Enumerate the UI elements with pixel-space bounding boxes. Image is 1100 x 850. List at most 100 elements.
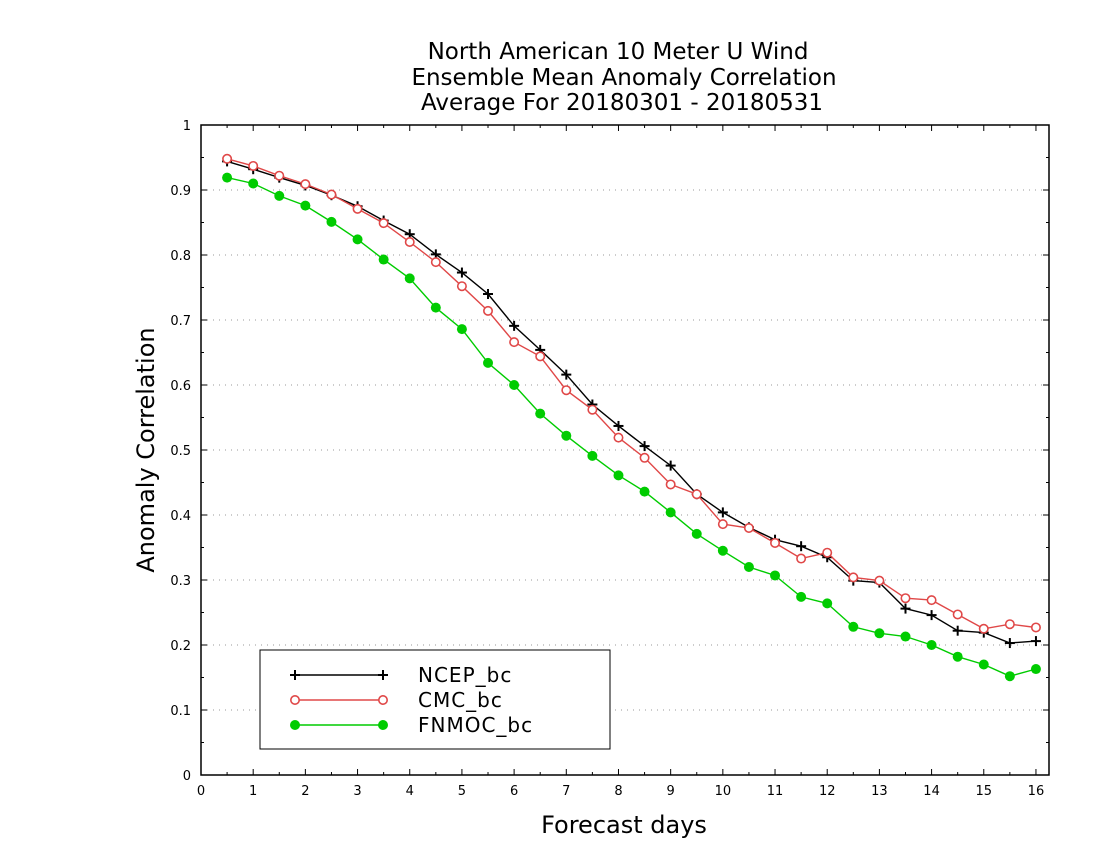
data-point-ncep-bc (900, 603, 911, 614)
data-point-ncep-bc (509, 320, 520, 331)
data-point-fnmoc-bc (248, 178, 259, 189)
x-tick-label: 14 (923, 784, 940, 799)
data-point-fnmoc-bc (770, 570, 781, 581)
chart-title-line-3: Average For 20180301 - 20180531 (421, 90, 823, 116)
chart-title-line-2: Ensemble Mean Anomaly Correlation (411, 65, 836, 91)
x-tick-label: 15 (975, 784, 992, 799)
data-point-ncep-bc (1004, 638, 1015, 649)
data-point-fnmoc-bc (509, 380, 520, 390)
data-point-cmc-bc (848, 572, 859, 583)
data-point-cmc-bc (326, 189, 337, 200)
data-point-fnmoc-bc (848, 621, 859, 632)
x-tick-label: 10 (715, 784, 732, 799)
y-tick-label: 0.9 (170, 184, 191, 199)
data-point-fnmoc-bc (691, 528, 702, 539)
y-tick-label: 0.4 (170, 509, 191, 524)
series-layer (222, 153, 1041, 682)
data-point-cmc-bc (770, 537, 781, 548)
data-point-fnmoc-bc (274, 190, 285, 201)
data-point-ncep-bc (483, 289, 494, 299)
x-tick-label: 3 (353, 784, 361, 799)
data-point-ncep-bc (665, 460, 676, 471)
plot-frame (200, 124, 1050, 776)
data-point-fnmoc-bc (535, 408, 546, 419)
legend-marker (378, 670, 388, 680)
legend-marker (290, 670, 300, 680)
data-point-fnmoc-bc (874, 628, 885, 639)
data-point-cmc-bc (952, 609, 963, 620)
data-point-cmc-bc (248, 160, 259, 171)
data-point-cmc-bc (352, 203, 363, 214)
legend-item-cmc-bc: CMC_bc (289, 688, 502, 712)
data-point-cmc-bc (926, 595, 937, 606)
x-tick-label: 8 (614, 784, 622, 799)
data-point-cmc-bc (561, 385, 572, 396)
data-point-cmc-bc (796, 553, 807, 564)
data-point-cmc-bc (430, 257, 441, 268)
x-axis-label: Forecast days (541, 811, 707, 839)
y-tick-label: 0 (183, 769, 191, 784)
data-point-cmc-bc (978, 623, 989, 634)
data-point-cmc-bc (743, 522, 754, 533)
legend-label-ncep-bc: NCEP_bc (418, 663, 512, 687)
data-point-cmc-bc (639, 452, 650, 463)
data-point-cmc-bc (587, 404, 598, 415)
data-point-cmc-bc (1030, 622, 1041, 633)
data-point-cmc-bc (822, 547, 833, 558)
y-tick-label: 0.2 (170, 639, 191, 654)
legend-label-fnmoc-bc: FNMOC_bc (418, 713, 533, 737)
data-point-ncep-bc (796, 541, 807, 552)
legend-marker (289, 694, 300, 705)
data-point-cmc-bc (874, 575, 885, 586)
y-tick-label: 0.8 (170, 249, 191, 264)
data-point-fnmoc-bc (1004, 671, 1015, 682)
legend-marker (290, 720, 300, 730)
data-point-cmc-bc (717, 519, 728, 530)
data-point-fnmoc-bc (222, 172, 233, 183)
data-point-cmc-bc (404, 237, 415, 248)
x-tick-label: 0 (197, 784, 205, 799)
series-fnmoc-bc (222, 172, 1041, 682)
data-point-fnmoc-bc (613, 470, 624, 481)
data-point-fnmoc-bc (900, 631, 911, 642)
data-point-cmc-bc (456, 281, 467, 292)
data-point-fnmoc-bc (300, 200, 311, 211)
x-tick-label: 16 (1028, 784, 1045, 799)
data-point-cmc-bc (483, 305, 494, 316)
data-point-fnmoc-bc (926, 640, 937, 650)
data-point-fnmoc-bc (952, 651, 963, 662)
data-point-cmc-bc (691, 489, 702, 500)
data-point-fnmoc-bc (430, 302, 441, 313)
data-point-cmc-bc (665, 479, 676, 490)
data-point-fnmoc-bc (665, 507, 676, 518)
series-line-cmc-bc (226, 158, 1037, 630)
legend-item-ncep-bc: NCEP_bc (290, 663, 512, 687)
series-line-fnmoc-bc (226, 176, 1037, 677)
data-point-ncep-bc (639, 441, 650, 452)
y-tick-label: 0.5 (170, 444, 191, 459)
y-axis-label: Anomaly Correlation (132, 327, 160, 572)
data-point-ncep-bc (613, 420, 624, 431)
x-tick-label: 13 (871, 784, 888, 799)
data-point-fnmoc-bc (717, 545, 728, 556)
y-tick-label: 1 (183, 119, 191, 134)
x-tick-label: 1 (249, 784, 257, 799)
data-point-cmc-bc (378, 218, 389, 229)
x-tick-label: 6 (510, 784, 518, 799)
legend-item-fnmoc-bc: FNMOC_bc (290, 713, 533, 737)
gridlines (201, 189, 1049, 711)
x-tick-label: 4 (406, 784, 414, 799)
data-point-fnmoc-bc (352, 234, 363, 245)
data-point-fnmoc-bc (796, 591, 807, 602)
data-point-fnmoc-bc (587, 450, 598, 461)
data-point-ncep-bc (561, 369, 572, 380)
data-point-cmc-bc (300, 179, 311, 190)
x-tick-label: 12 (819, 784, 836, 799)
data-point-cmc-bc (222, 153, 233, 164)
data-point-ncep-bc (952, 625, 963, 636)
data-point-fnmoc-bc (404, 273, 415, 284)
data-point-cmc-bc (900, 593, 911, 604)
data-point-fnmoc-bc (378, 254, 389, 265)
